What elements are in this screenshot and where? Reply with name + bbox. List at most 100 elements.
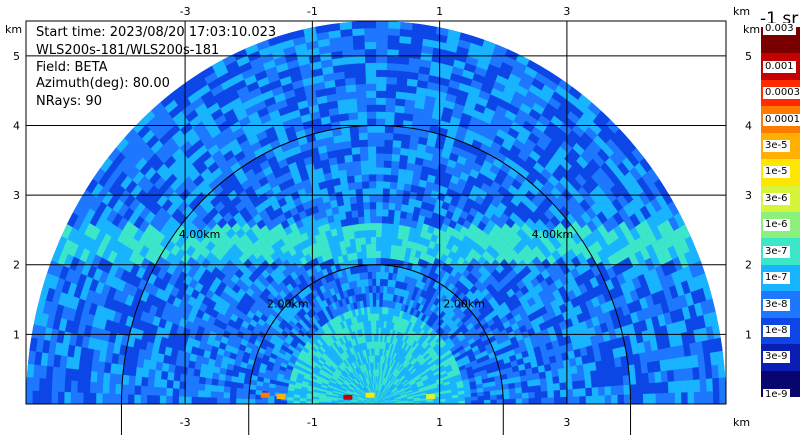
range-gate (70, 392, 78, 404)
range-gate (382, 292, 387, 301)
range-gate (398, 35, 412, 45)
range-gate (604, 394, 612, 404)
range-gate (401, 133, 411, 143)
range-gate (235, 398, 243, 404)
range-gate (204, 397, 211, 404)
range-gate (635, 373, 643, 385)
range-gate (382, 285, 388, 294)
range-gate (377, 334, 381, 342)
range-gate (553, 389, 561, 398)
range-gate (242, 383, 251, 390)
range-gate (354, 76, 366, 85)
range-gate (26, 377, 34, 392)
range-gate (370, 243, 377, 252)
range-gate (366, 264, 372, 273)
range-gate (387, 41, 400, 50)
range-gate (375, 362, 378, 370)
range-gate (388, 265, 394, 274)
range-gate (403, 183, 412, 192)
range-gate (566, 388, 574, 397)
range-gate (343, 154, 353, 163)
range-gate (539, 377, 548, 386)
range-gate (509, 398, 517, 404)
range-gate (365, 76, 377, 85)
range-gate (115, 383, 123, 395)
range-gate (370, 236, 377, 245)
range-gate (339, 176, 348, 185)
range-gate (39, 365, 48, 379)
range-gate (674, 392, 682, 404)
range-gate (342, 56, 355, 65)
range-gate (51, 379, 59, 393)
range-gate (367, 132, 377, 140)
range-gate (378, 306, 383, 314)
range-gate (375, 264, 381, 272)
range-gate (547, 397, 555, 404)
range-gate (180, 366, 189, 376)
range-gate (464, 400, 472, 404)
range-gate (366, 125, 377, 133)
range-gate (570, 365, 578, 375)
range-gate (399, 210, 408, 220)
range-gate (375, 69, 387, 78)
range-gate (380, 250, 386, 259)
range-gate (375, 313, 380, 321)
range-gate (397, 63, 409, 72)
range-gate (318, 399, 326, 403)
range-gate (166, 371, 175, 381)
range-gate (648, 382, 656, 394)
range-gate (343, 70, 356, 79)
range-gate (528, 397, 536, 404)
range-gate (38, 390, 46, 404)
range-gate (146, 386, 154, 396)
range-gate (64, 380, 72, 393)
range-gate (395, 245, 402, 254)
x-tick-label-top: 3 (563, 5, 570, 18)
range-gate (354, 69, 366, 78)
range-gate (242, 393, 250, 400)
range-gate (351, 28, 365, 36)
range-gate (375, 334, 379, 342)
range-gate (83, 381, 91, 394)
range-gate (375, 111, 386, 119)
range-gate (382, 174, 391, 182)
range-gate (471, 399, 478, 404)
range-gate (375, 271, 381, 279)
range-gate (172, 388, 180, 397)
range-gate (372, 292, 377, 300)
y-tick-label-left: 3 (13, 189, 20, 202)
range-gate (687, 391, 695, 404)
range-gate (383, 271, 389, 280)
range-gate (375, 90, 387, 98)
range-gate (154, 369, 162, 380)
range-gate (598, 395, 606, 404)
range-gate (45, 378, 53, 392)
range-gate (371, 271, 377, 279)
range-gate (96, 382, 104, 394)
range-gate (366, 118, 377, 126)
range-gate (387, 34, 400, 43)
range-gate (178, 388, 186, 397)
range-gate (230, 376, 239, 383)
range-gate (359, 146, 369, 155)
range-gate (186, 367, 195, 377)
range-gate (375, 327, 379, 335)
range-gate (356, 202, 364, 211)
x-tick-label-top: -3 (180, 5, 191, 18)
range-gate (553, 382, 561, 391)
range-gate (349, 196, 357, 205)
range-gate (520, 380, 529, 388)
range-gate (341, 49, 354, 58)
range-gate (364, 34, 377, 43)
range-gate (392, 139, 402, 148)
range-gate (398, 161, 408, 170)
range-gate (205, 371, 214, 379)
range-gate (184, 396, 192, 404)
range-gate (693, 379, 701, 393)
hot-spot (343, 394, 353, 400)
range-gate (160, 379, 168, 389)
range-gate (654, 371, 662, 383)
range-gate (342, 140, 352, 150)
range-gate (349, 132, 360, 141)
range-gate (344, 77, 356, 86)
